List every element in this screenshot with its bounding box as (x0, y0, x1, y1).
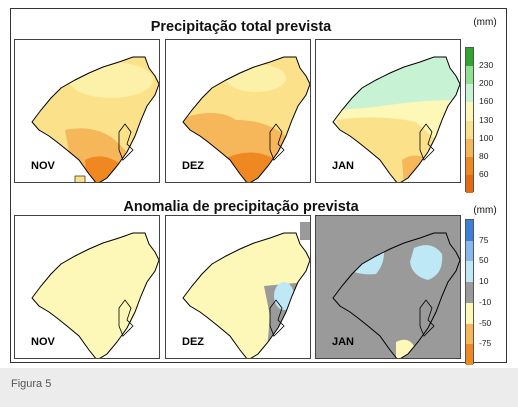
month-label: NOV (31, 336, 55, 348)
legend-swatch (466, 84, 473, 103)
anomaly-legend: (mm) 75 50 10 -10 -50 -75 (465, 205, 509, 365)
legend-swatch (466, 66, 473, 85)
legend-swatch (466, 156, 473, 175)
legend-swatch (466, 120, 473, 139)
legend-tick-label: 50 (479, 255, 489, 266)
total-map-jan: JAN (315, 39, 461, 183)
figure-caption: Figura 5 (11, 378, 52, 390)
total-legend: (mm) 230 200 160 130 100 80 60 (465, 17, 509, 193)
legend-swatch (466, 174, 473, 193)
legend-tick-label: 230 (479, 60, 494, 71)
month-label: DEZ (182, 160, 204, 172)
legend-tick-label: 200 (479, 78, 494, 89)
legend-swatch (466, 302, 473, 324)
legend-tick-label: 160 (479, 96, 494, 107)
anomaly-map-nov: NOV (14, 215, 160, 359)
legend-tick-label: 80 (479, 150, 489, 161)
figure-frame: Precipitação total prevista NOV (10, 8, 509, 365)
month-label: JAN (332, 160, 355, 172)
legend-tick-label: 75 (479, 234, 489, 245)
legend-swatch (466, 323, 473, 345)
month-label: NOV (31, 160, 55, 172)
legend-unit: (mm) (473, 17, 497, 28)
legend-swatch (466, 138, 473, 157)
legend-tick-label: -50 (479, 317, 492, 328)
anomaly-section-title: Anomalia de precipitação prevista (123, 199, 359, 215)
legend-color-bar (465, 47, 474, 193)
total-section-title: Precipitação total prevista (150, 19, 332, 35)
anomaly-map-jan: JAN (315, 215, 461, 359)
legend-tick-label: -10 (479, 296, 492, 307)
anomaly-map-dez: DEZ (165, 215, 311, 359)
legend-tick-label: 100 (479, 132, 494, 143)
caption-bar: Figura 5 (0, 368, 518, 407)
legend-swatch (466, 282, 473, 303)
legend-swatch (466, 344, 473, 365)
legend-tick-label: -75 (479, 338, 492, 349)
legend-swatch (466, 240, 473, 262)
legend-tick-label: 10 (479, 276, 489, 287)
legend-swatch (466, 48, 473, 67)
total-map-nov: NOV (14, 39, 160, 183)
legend-unit: (mm) (473, 205, 497, 216)
legend-swatch (466, 220, 473, 241)
legend-tick-label: 60 (479, 168, 489, 179)
legend-swatch (466, 261, 473, 283)
month-label: DEZ (182, 336, 204, 348)
legend-color-bar (465, 219, 474, 365)
month-label: JAN (332, 336, 355, 348)
total-map-dez: DEZ (165, 39, 311, 183)
legend-tick-label: 130 (479, 114, 494, 125)
legend-swatch (466, 102, 473, 121)
